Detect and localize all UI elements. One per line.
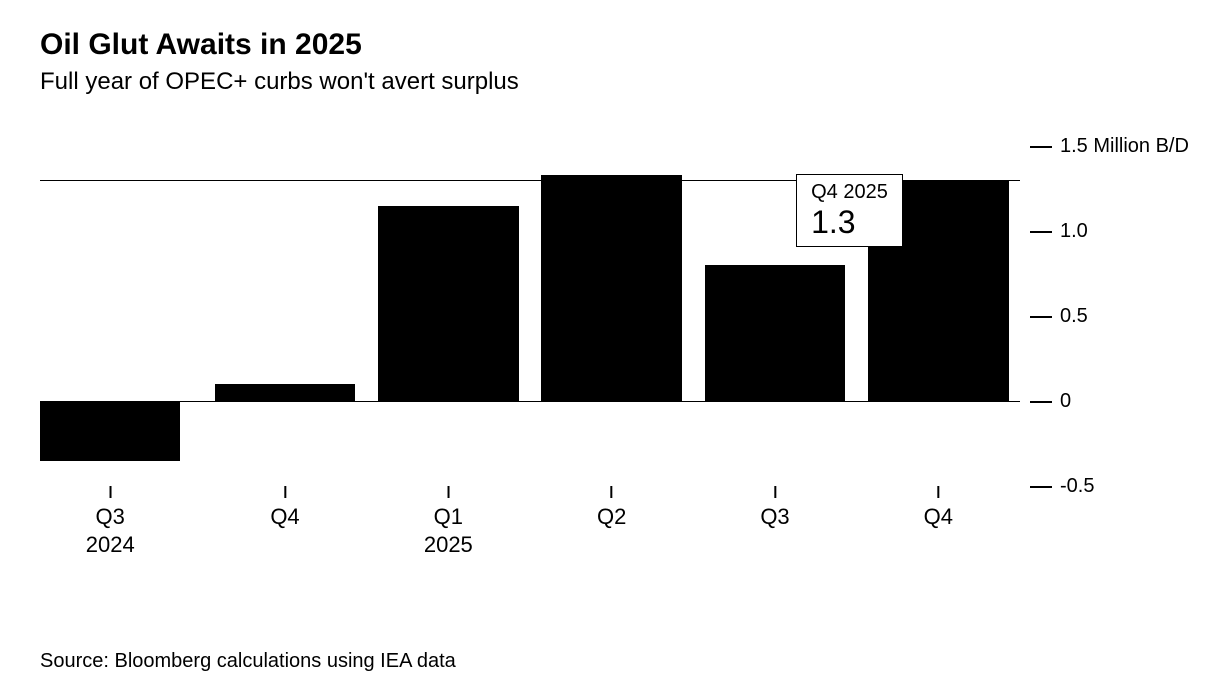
y-tick-mark (1030, 231, 1052, 233)
x-tick: Q12025 (424, 486, 473, 558)
y-tick: -0.5 (1030, 475, 1094, 498)
y-tick-label: 1.0 (1060, 220, 1088, 243)
y-tick-mark (1030, 316, 1052, 318)
y-tick-mark (1030, 401, 1052, 403)
x-tick: Q32024 (86, 486, 135, 558)
x-tick-quarter: Q4 (270, 504, 299, 530)
y-tick: 1.5 Million B/D (1030, 135, 1189, 158)
chart-subtitle: Full year of OPEC+ curbs won't avert sur… (40, 68, 1201, 96)
y-tick-label: 0 (1060, 390, 1071, 413)
bar[interactable] (705, 265, 845, 401)
y-tick-mark (1030, 486, 1052, 488)
tooltip-value: 1.3 (811, 206, 888, 238)
y-axis: 1.5 Million B/D1.00.50-0.5 (1030, 146, 1200, 486)
x-tick: Q2 (597, 486, 626, 530)
tooltip: Q4 20251.3 (796, 174, 903, 247)
x-tick-year: 2024 (86, 532, 135, 558)
y-tick: 0 (1030, 390, 1071, 413)
zero-baseline (40, 401, 1020, 402)
x-tick-quarter: Q1 (424, 504, 473, 530)
x-tick-mark (774, 486, 776, 498)
chart-container: Q4 20251.3 1.5 Million B/D1.00.50-0.5 Q3… (40, 146, 1200, 546)
x-tick: Q3 (760, 486, 789, 530)
x-tick-mark (447, 486, 449, 498)
plot-area: Q4 20251.3 (40, 146, 1020, 486)
x-tick: Q4 (270, 486, 299, 530)
y-tick: 0.5 (1030, 305, 1088, 328)
y-tick-label: 0.5 (1060, 305, 1088, 328)
bar[interactable] (378, 206, 518, 402)
source-caption: Source: Bloomberg calculations using IEA… (40, 650, 1201, 673)
x-tick-mark (284, 486, 286, 498)
chart-title: Oil Glut Awaits in 2025 (40, 28, 1201, 62)
x-tick-mark (937, 486, 939, 498)
x-tick-quarter: Q2 (597, 504, 626, 530)
tooltip-label: Q4 2025 (811, 181, 888, 204)
x-tick-quarter: Q3 (86, 504, 135, 530)
y-tick: 1.0 (1030, 220, 1088, 243)
bar[interactable] (215, 384, 355, 401)
x-tick: Q4 (924, 486, 953, 530)
bar[interactable] (541, 175, 681, 401)
x-tick-mark (611, 486, 613, 498)
x-tick-quarter: Q4 (924, 504, 953, 530)
x-tick-year: 2025 (424, 532, 473, 558)
x-tick-mark (109, 486, 111, 498)
y-tick-label: 1.5 Million B/D (1060, 135, 1189, 158)
bar[interactable] (40, 401, 180, 461)
y-tick-mark (1030, 146, 1052, 148)
y-tick-label: -0.5 (1060, 475, 1094, 498)
x-tick-quarter: Q3 (760, 504, 789, 530)
